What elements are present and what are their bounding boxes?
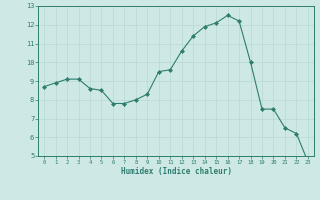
X-axis label: Humidex (Indice chaleur): Humidex (Indice chaleur) xyxy=(121,167,231,176)
